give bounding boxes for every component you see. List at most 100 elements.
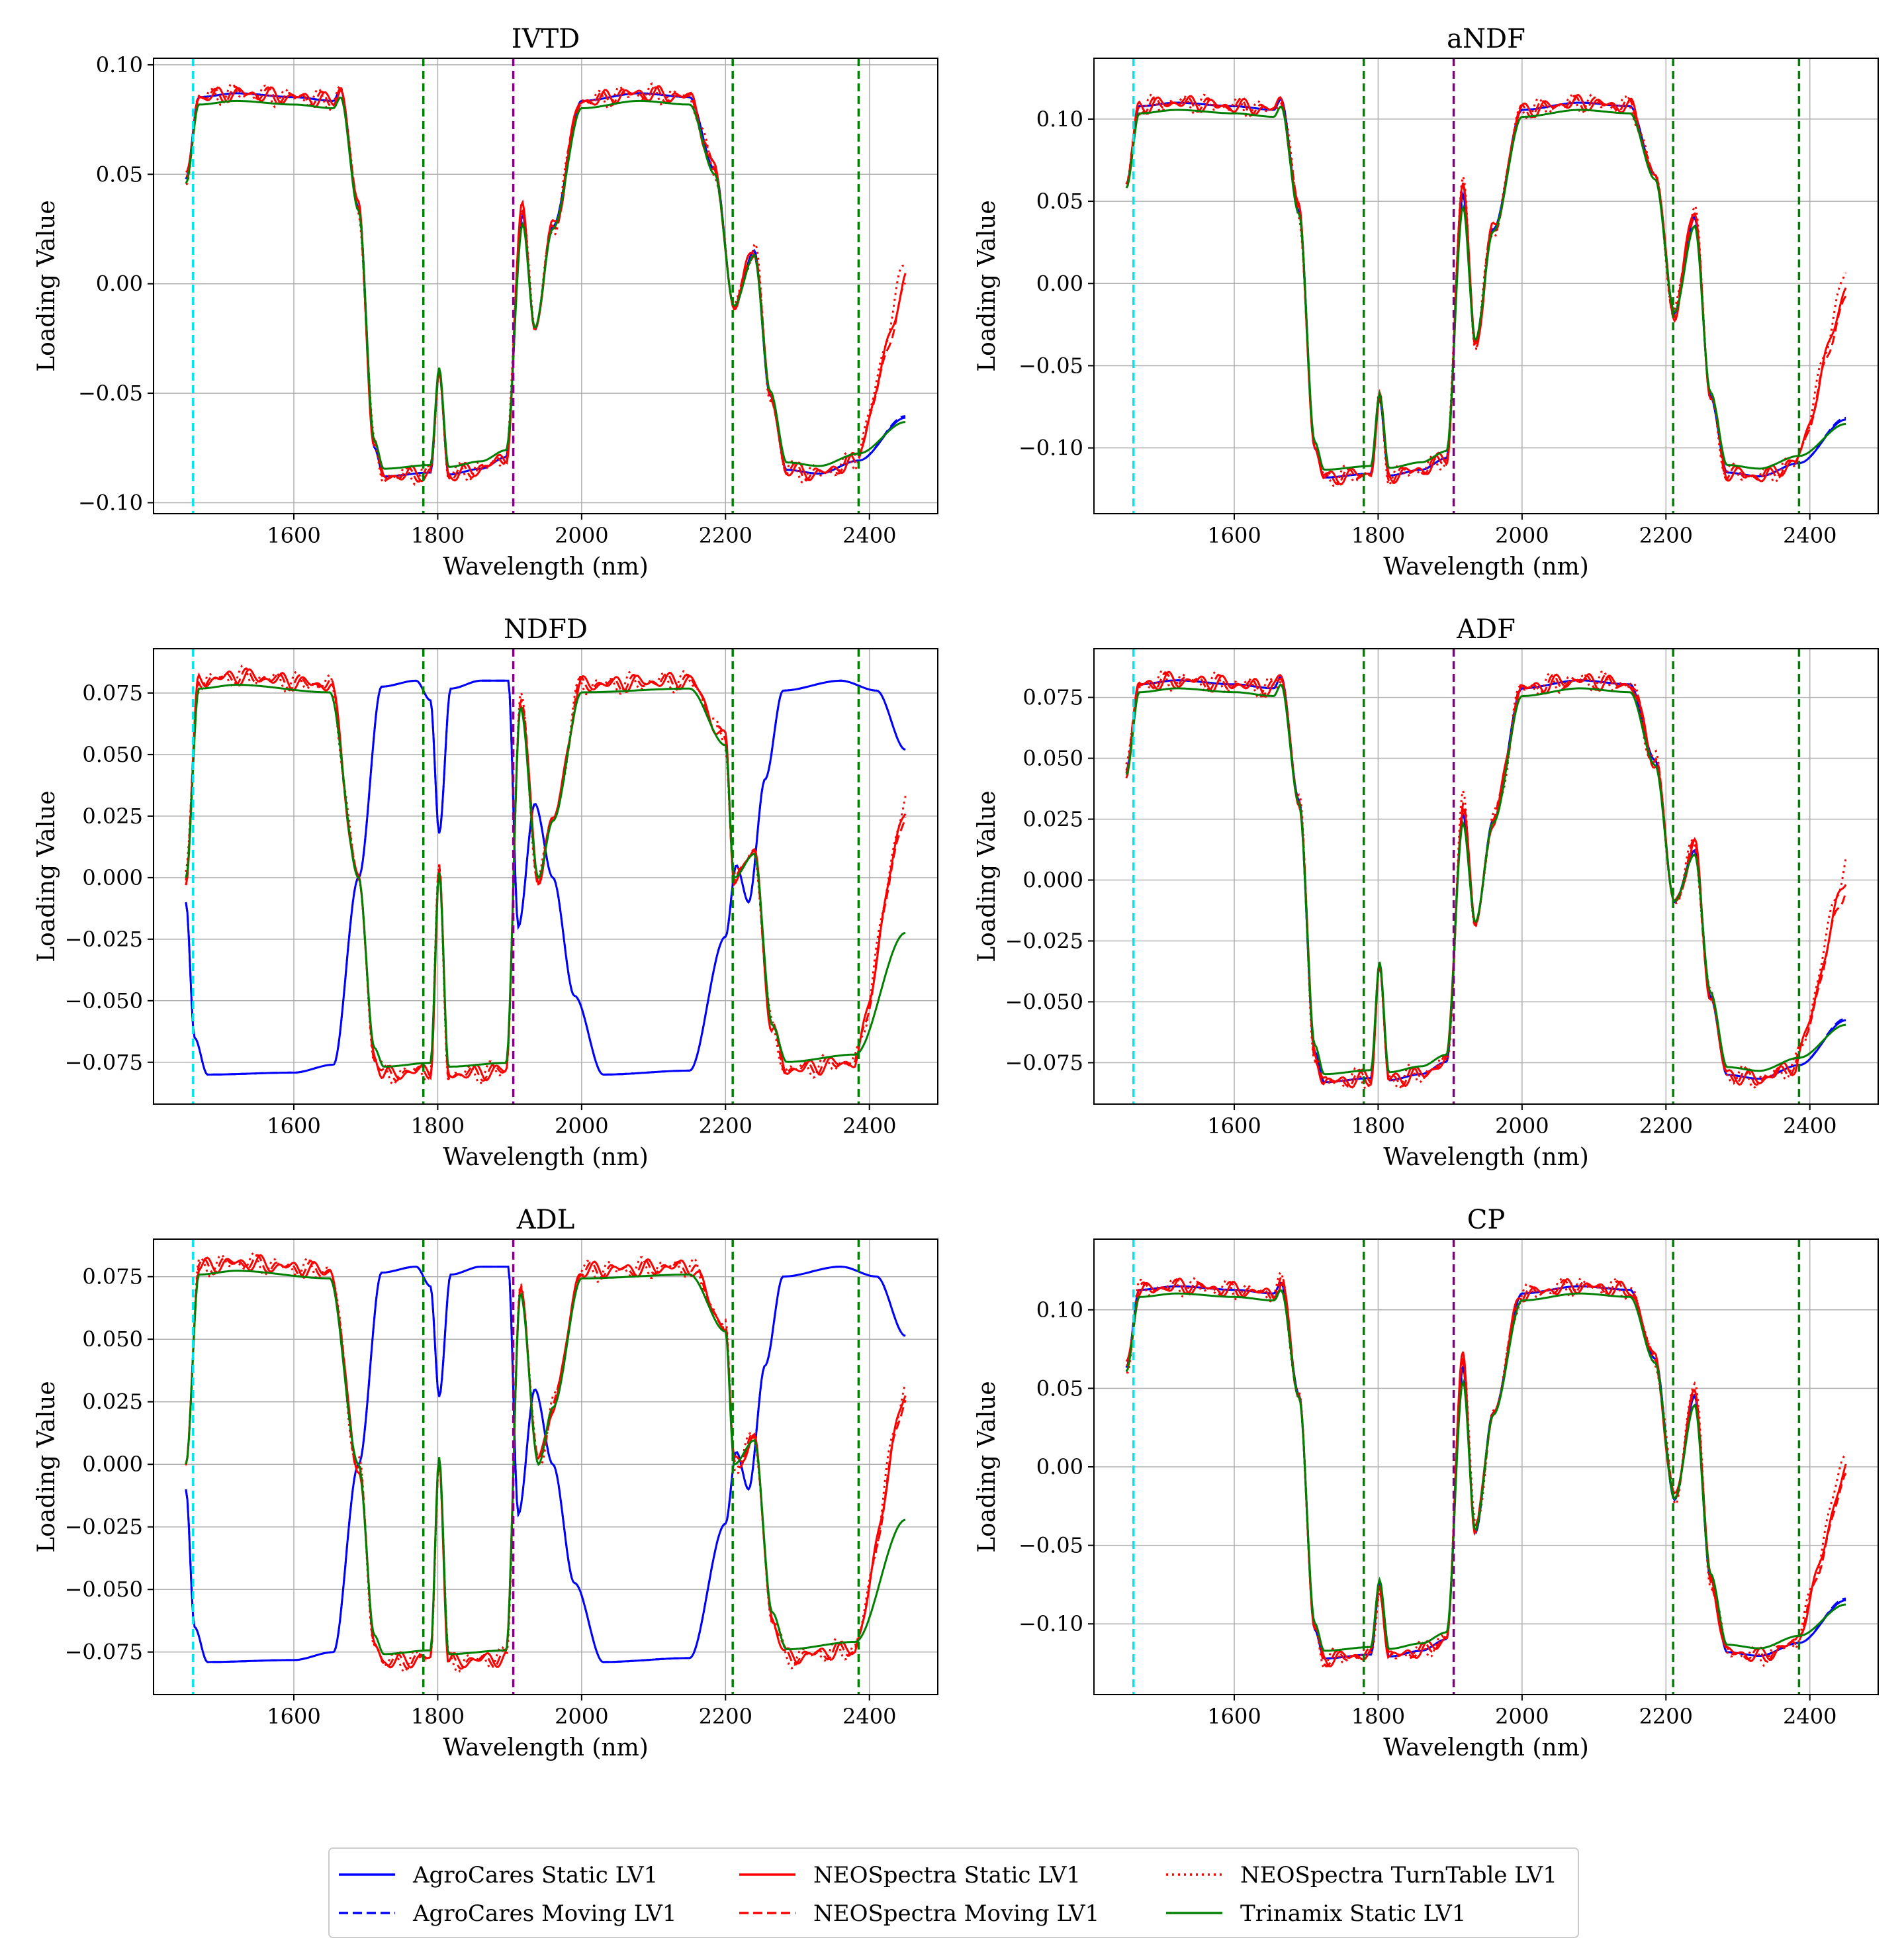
x-tick-label: 1600 (1207, 1704, 1261, 1729)
legend-entry-label: AgroCares Static LV1 (412, 1862, 658, 1888)
x-axis-label: Wavelength (nm) (1383, 1734, 1589, 1761)
x-tick-label: 2200 (1639, 1704, 1693, 1729)
y-tick-label: 0.075 (82, 680, 143, 706)
y-tick-label: −0.10 (78, 490, 143, 515)
legend-entry-label: NEOSpectra TurnTable LV1 (1240, 1862, 1557, 1888)
x-tick-label: 2200 (699, 1704, 752, 1729)
x-tick-label: 2000 (1495, 1113, 1549, 1139)
y-tick-label: 0.075 (82, 1264, 143, 1289)
legend-entry-label: NEOSpectra Static LV1 (813, 1862, 1081, 1888)
chart-panels: 1600 1800 2000 2200 2400 −0.10 −0.05 0.00 0.05 0.… (33, 24, 1879, 1761)
y-tick-label: 0.00 (1036, 1454, 1083, 1479)
legend-entry-label: Trinamix Static LV1 (1240, 1900, 1466, 1927)
legend-entry-label: AgroCares Moving LV1 (412, 1900, 677, 1927)
y-tick-label: 0.050 (82, 742, 143, 767)
chart-panel-adl: 1600 1800 2000 2200 2400 −0.075 −0.050 −0.025 0.… (33, 1205, 938, 1761)
y-tick-label: 0.10 (96, 52, 143, 77)
y-tick-label: −0.10 (1019, 436, 1083, 461)
chart-title: IVTD (512, 24, 580, 54)
chart-panel-ivtd: 1600 1800 2000 2200 2400 −0.10 −0.05 0.00 0.05 0.… (33, 24, 938, 581)
y-tick-label: −0.05 (1019, 353, 1083, 378)
series-line-neospectra-dotted (1125, 93, 1847, 487)
y-tick-label: 0.025 (82, 804, 143, 829)
y-tick-label: −0.075 (65, 1640, 143, 1665)
y-tick-label: 0.05 (1036, 1375, 1083, 1401)
legend: AgroCares Static LV1 AgroCares Moving LV1… (328, 1847, 1579, 1938)
chart-panel-adf: 1600 1800 2000 2200 2400 −0.075 −0.050 −0.025 0.… (974, 614, 1879, 1171)
y-tick-label: 0.025 (82, 1389, 143, 1415)
x-tick-label: 1600 (267, 523, 320, 548)
chart-panel-cp: 1600 1800 2000 2200 2400 −0.10 −0.05 0.00 0.05 0.… (974, 1205, 1879, 1761)
y-axis-label: Loading Value (974, 790, 1001, 962)
y-tick-label: 0.10 (1036, 1297, 1083, 1323)
y-tick-label: 0.000 (1022, 868, 1083, 893)
legend-entry-label: NEOSpectra Moving LV1 (813, 1900, 1099, 1927)
y-tick-label: −0.050 (65, 988, 143, 1013)
x-tick-label: 1800 (1351, 1704, 1405, 1729)
x-tick-label: 2400 (842, 523, 896, 548)
x-tick-label: 1800 (1351, 523, 1405, 548)
x-tick-label: 2400 (1783, 1113, 1836, 1139)
x-tick-label: 1800 (411, 1113, 465, 1139)
series-line-trinamix-solid (185, 684, 906, 1068)
series-line-trinamix-solid (1125, 1289, 1846, 1652)
y-tick-label: 0.075 (1022, 685, 1083, 710)
y-tick-label: 0.10 (1036, 107, 1083, 132)
chart-title: CP (1467, 1205, 1506, 1235)
x-tick-label: 2200 (1639, 523, 1693, 548)
series-line-trinamix-solid (185, 96, 906, 470)
y-tick-label: 0.05 (1036, 189, 1083, 214)
x-tick-label: 2000 (555, 523, 608, 548)
axes-frame (1093, 58, 1879, 514)
y-tick-label: 0.025 (1022, 807, 1083, 832)
x-tick-label: 2400 (1783, 523, 1836, 548)
x-tick-label: 2400 (842, 1113, 896, 1139)
series-line-trinamix-solid (185, 1270, 906, 1655)
y-tick-label: −0.075 (1005, 1050, 1083, 1075)
y-tick-label: 0.000 (82, 1452, 143, 1477)
x-tick-label: 1600 (1207, 1113, 1261, 1139)
y-axis-label: Loading Value (33, 790, 60, 962)
x-axis-label: Wavelength (nm) (443, 1734, 649, 1761)
x-tick-label: 1600 (267, 1704, 320, 1729)
x-tick-label: 2400 (842, 1704, 896, 1729)
series-line-neospectra-dotted (185, 664, 907, 1086)
x-tick-label: 2000 (555, 1113, 608, 1139)
y-tick-label: −0.05 (1019, 1533, 1083, 1558)
y-tick-label: 0.050 (1022, 746, 1083, 771)
x-tick-label: 2000 (1495, 523, 1549, 548)
x-tick-label: 1800 (411, 523, 465, 548)
chart-panel-andf: 1600 1800 2000 2200 2400 −0.10 −0.05 0.00 0.05 0.… (974, 24, 1879, 581)
chart-title: ADL (516, 1205, 575, 1235)
y-tick-label: 0.000 (82, 865, 143, 890)
y-axis-label: Loading Value (974, 200, 1001, 371)
x-tick-label: 2200 (1639, 1113, 1693, 1139)
x-tick-label: 2000 (555, 1704, 608, 1729)
axes-frame (153, 58, 938, 514)
y-axis-label: Loading Value (33, 1381, 60, 1552)
x-tick-label: 2000 (1495, 1704, 1549, 1729)
y-tick-label: −0.025 (65, 1515, 143, 1540)
y-tick-label: −0.05 (78, 381, 143, 406)
x-axis-label: Wavelength (nm) (1383, 1144, 1589, 1171)
series-line-neospectra-dashed (185, 667, 907, 1082)
chart-title: ADF (1456, 614, 1516, 645)
y-tick-label: 0.00 (1036, 271, 1083, 296)
x-tick-label: 1600 (1207, 523, 1261, 548)
y-tick-label: −0.050 (65, 1577, 143, 1602)
axes-frame (1093, 648, 1879, 1105)
x-tick-label: 1800 (1351, 1113, 1405, 1139)
axes-frame (153, 1238, 938, 1695)
x-tick-label: 1600 (267, 1113, 320, 1139)
y-tick-label: 0.00 (96, 271, 143, 297)
x-axis-label: Wavelength (nm) (1383, 553, 1589, 581)
y-tick-label: −0.025 (1005, 928, 1083, 953)
y-tick-label: −0.025 (65, 927, 143, 952)
x-tick-label: 2400 (1783, 1704, 1836, 1729)
legend-frame (328, 1847, 1579, 1938)
y-tick-label: −0.050 (1005, 989, 1083, 1014)
y-tick-label: 0.050 (82, 1327, 143, 1352)
y-axis-label: Loading Value (974, 1381, 1001, 1552)
series-line-trinamix-solid (1125, 683, 1846, 1076)
